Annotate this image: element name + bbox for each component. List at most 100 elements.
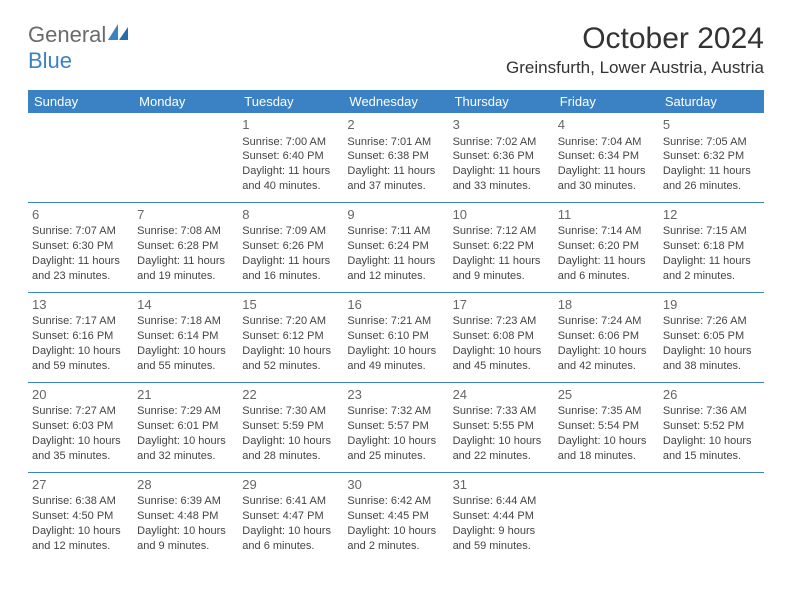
sunrise-text: Sunrise: 7:36 AM [663,404,760,419]
day-number: 6 [32,206,129,224]
calendar-empty-cell [554,472,659,561]
weekday-header: Friday [554,90,659,113]
daylight-text: Daylight: 9 hours and 59 minutes. [453,524,550,554]
sunrise-text: Sunrise: 7:18 AM [137,314,234,329]
calendar-empty-cell [133,113,238,202]
day-number: 7 [137,206,234,224]
daylight-text: Daylight: 10 hours and 9 minutes. [137,524,234,554]
daylight-text: Daylight: 10 hours and 22 minutes. [453,434,550,464]
day-number: 22 [242,386,339,404]
title-block: October 2024 Greinsfurth, Lower Austria,… [506,22,764,78]
calendar-week-row: 20Sunrise: 7:27 AMSunset: 6:03 PMDayligh… [28,382,764,472]
calendar-day-cell: 6Sunrise: 7:07 AMSunset: 6:30 PMDaylight… [28,202,133,292]
sunrise-text: Sunrise: 7:00 AM [242,135,339,150]
sunset-text: Sunset: 6:06 PM [558,329,655,344]
sunset-text: Sunset: 6:30 PM [32,239,129,254]
sunset-text: Sunset: 5:55 PM [453,419,550,434]
day-number: 17 [453,296,550,314]
sunrise-text: Sunrise: 7:11 AM [347,224,444,239]
sunrise-text: Sunrise: 7:01 AM [347,135,444,150]
daylight-text: Daylight: 11 hours and 2 minutes. [663,254,760,284]
day-number: 16 [347,296,444,314]
sunset-text: Sunset: 4:48 PM [137,509,234,524]
sunrise-text: Sunrise: 7:30 AM [242,404,339,419]
sunset-text: Sunset: 6:20 PM [558,239,655,254]
day-number: 8 [242,206,339,224]
calendar-day-cell: 4Sunrise: 7:04 AMSunset: 6:34 PMDaylight… [554,113,659,202]
sunset-text: Sunset: 5:52 PM [663,419,760,434]
sunrise-text: Sunrise: 7:09 AM [242,224,339,239]
day-number: 13 [32,296,129,314]
calendar-day-cell: 14Sunrise: 7:18 AMSunset: 6:14 PMDayligh… [133,292,238,382]
sunset-text: Sunset: 5:54 PM [558,419,655,434]
weekday-header: Wednesday [343,90,448,113]
calendar-day-cell: 16Sunrise: 7:21 AMSunset: 6:10 PMDayligh… [343,292,448,382]
calendar-day-cell: 13Sunrise: 7:17 AMSunset: 6:16 PMDayligh… [28,292,133,382]
daylight-text: Daylight: 10 hours and 49 minutes. [347,344,444,374]
sunrise-text: Sunrise: 7:07 AM [32,224,129,239]
sunset-text: Sunset: 4:44 PM [453,509,550,524]
calendar-week-row: 1Sunrise: 7:00 AMSunset: 6:40 PMDaylight… [28,113,764,202]
daylight-text: Daylight: 10 hours and 38 minutes. [663,344,760,374]
calendar-day-cell: 26Sunrise: 7:36 AMSunset: 5:52 PMDayligh… [659,382,764,472]
sunset-text: Sunset: 6:10 PM [347,329,444,344]
logo-text-general: General [28,22,106,47]
calendar-day-cell: 19Sunrise: 7:26 AMSunset: 6:05 PMDayligh… [659,292,764,382]
calendar-day-cell: 31Sunrise: 6:44 AMSunset: 4:44 PMDayligh… [449,472,554,561]
sunset-text: Sunset: 6:03 PM [32,419,129,434]
daylight-text: Daylight: 10 hours and 35 minutes. [32,434,129,464]
day-number: 25 [558,386,655,404]
daylight-text: Daylight: 11 hours and 37 minutes. [347,164,444,194]
day-number: 26 [663,386,760,404]
day-number: 12 [663,206,760,224]
day-number: 10 [453,206,550,224]
sunrise-text: Sunrise: 7:35 AM [558,404,655,419]
calendar-day-cell: 7Sunrise: 7:08 AMSunset: 6:28 PMDaylight… [133,202,238,292]
sunset-text: Sunset: 6:22 PM [453,239,550,254]
daylight-text: Daylight: 10 hours and 2 minutes. [347,524,444,554]
sunrise-text: Sunrise: 6:38 AM [32,494,129,509]
daylight-text: Daylight: 11 hours and 9 minutes. [453,254,550,284]
daylight-text: Daylight: 10 hours and 15 minutes. [663,434,760,464]
calendar-day-cell: 8Sunrise: 7:09 AMSunset: 6:26 PMDaylight… [238,202,343,292]
day-number: 20 [32,386,129,404]
daylight-text: Daylight: 10 hours and 52 minutes. [242,344,339,374]
daylight-text: Daylight: 10 hours and 28 minutes. [242,434,339,464]
calendar-day-cell: 2Sunrise: 7:01 AMSunset: 6:38 PMDaylight… [343,113,448,202]
sunrise-text: Sunrise: 7:33 AM [453,404,550,419]
logo: General Blue [28,22,130,74]
daylight-text: Daylight: 11 hours and 40 minutes. [242,164,339,194]
sunrise-text: Sunrise: 7:21 AM [347,314,444,329]
weekday-header: Monday [133,90,238,113]
daylight-text: Daylight: 10 hours and 55 minutes. [137,344,234,374]
sunset-text: Sunset: 6:24 PM [347,239,444,254]
calendar-table: SundayMondayTuesdayWednesdayThursdayFrid… [28,90,764,562]
sunrise-text: Sunrise: 7:05 AM [663,135,760,150]
day-number: 2 [347,116,444,134]
sunset-text: Sunset: 6:16 PM [32,329,129,344]
location: Greinsfurth, Lower Austria, Austria [506,58,764,78]
logo-sail-icon [108,29,130,46]
calendar-day-cell: 28Sunrise: 6:39 AMSunset: 4:48 PMDayligh… [133,472,238,561]
weekday-header-row: SundayMondayTuesdayWednesdayThursdayFrid… [28,90,764,113]
day-number: 27 [32,476,129,494]
sunset-text: Sunset: 6:38 PM [347,149,444,164]
sunset-text: Sunset: 6:32 PM [663,149,760,164]
daylight-text: Daylight: 10 hours and 45 minutes. [453,344,550,374]
calendar-body: 1Sunrise: 7:00 AMSunset: 6:40 PMDaylight… [28,113,764,562]
sunset-text: Sunset: 4:47 PM [242,509,339,524]
calendar-day-cell: 11Sunrise: 7:14 AMSunset: 6:20 PMDayligh… [554,202,659,292]
day-number: 21 [137,386,234,404]
sunrise-text: Sunrise: 7:14 AM [558,224,655,239]
sunrise-text: Sunrise: 7:29 AM [137,404,234,419]
sunset-text: Sunset: 5:59 PM [242,419,339,434]
day-number: 4 [558,116,655,134]
day-number: 24 [453,386,550,404]
calendar-day-cell: 18Sunrise: 7:24 AMSunset: 6:06 PMDayligh… [554,292,659,382]
sunrise-text: Sunrise: 6:44 AM [453,494,550,509]
sunset-text: Sunset: 5:57 PM [347,419,444,434]
calendar-day-cell: 25Sunrise: 7:35 AMSunset: 5:54 PMDayligh… [554,382,659,472]
sunset-text: Sunset: 6:12 PM [242,329,339,344]
weekday-header: Sunday [28,90,133,113]
day-number: 5 [663,116,760,134]
